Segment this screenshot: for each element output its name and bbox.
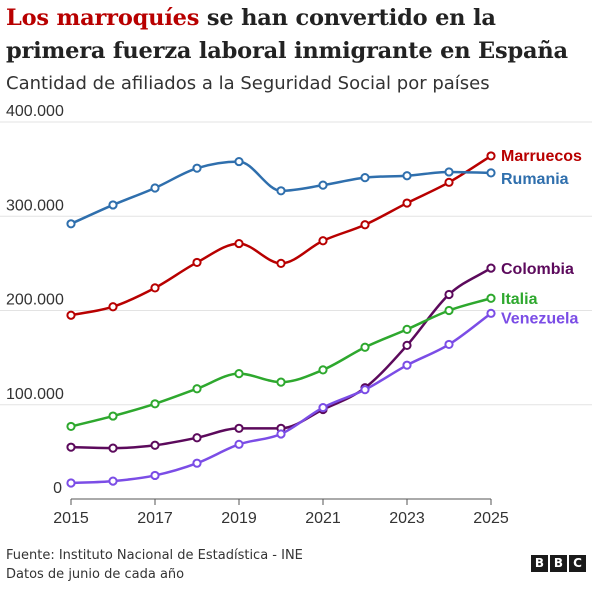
bbc-logo-letter: B [550, 555, 567, 572]
data-point [150, 399, 160, 409]
data-point [318, 236, 328, 246]
y-tick-label: 300.000 [6, 197, 64, 214]
data-point [192, 384, 202, 394]
data-point [402, 324, 412, 334]
data-point [486, 293, 496, 303]
data-point [402, 171, 412, 181]
data-point [66, 310, 76, 320]
data-point [192, 163, 202, 173]
series-label: Italia [501, 291, 538, 308]
data-point [150, 470, 160, 481]
data-point [192, 458, 202, 468]
data-point [360, 342, 370, 352]
data-point [234, 439, 244, 449]
y-tick-label: 200.000 [6, 292, 64, 309]
x-tick-label: 2015 [53, 510, 89, 527]
data-point [402, 340, 412, 350]
data-point [108, 443, 118, 453]
y-tick-label: 400.000 [6, 103, 64, 120]
data-point [192, 433, 202, 443]
title-rest: se han convertido en la primera fuerza l… [6, 5, 568, 64]
data-point [234, 423, 244, 433]
data-point [150, 440, 160, 450]
series-label: Colombia [501, 261, 574, 278]
data-point [486, 308, 496, 318]
data-point [150, 183, 160, 193]
chart-subtitle: Cantidad de afiliados a la Seguridad Soc… [6, 73, 490, 94]
data-point [444, 339, 454, 350]
series-label: Marruecos [501, 148, 582, 165]
data-point [234, 369, 244, 379]
series-line [69, 312, 493, 485]
title-accent: Los marroquíes [6, 5, 200, 31]
y-tick-label: 0 [53, 480, 62, 497]
data-point [318, 365, 328, 375]
data-point [444, 289, 454, 300]
data-point [192, 257, 202, 268]
data-point [108, 411, 118, 421]
data-point [108, 476, 118, 486]
data-point [360, 385, 370, 395]
data-point [276, 258, 286, 268]
data-point [234, 156, 244, 167]
data-note: Datos de junio de cada año [6, 567, 185, 582]
data-point [486, 151, 496, 161]
x-tick-label: 2023 [389, 510, 425, 527]
data-point [486, 168, 496, 178]
x-tick-label: 2021 [305, 510, 341, 527]
x-tick-label: 2017 [137, 510, 173, 527]
data-point [360, 173, 370, 183]
data-point [402, 360, 412, 370]
chart-footer: Fuente: Instituto Nacional de Estadístic… [6, 546, 303, 584]
data-point [318, 402, 328, 413]
data-point [276, 186, 286, 196]
line-chart: 0 100.000 200.000 300.000 400.000 2015 2017 201… [0, 103, 592, 527]
data-point [444, 177, 454, 187]
data-point [486, 263, 496, 273]
data-point [444, 305, 454, 316]
series-label: Rumania [501, 171, 569, 188]
data-point [66, 442, 76, 452]
data-point [276, 377, 286, 387]
source-note: Fuente: Instituto Nacional de Estadístic… [6, 548, 303, 563]
x-tick-label: 2019 [221, 510, 257, 527]
x-tick-label: 2025 [473, 510, 509, 527]
series-label: Venezuela [501, 310, 578, 327]
data-point [402, 198, 412, 208]
bbc-logo-letter: C [569, 555, 586, 572]
chart-title: Los marroquíes se han convertido en la p… [6, 2, 586, 68]
series-line [69, 266, 493, 450]
data-point [108, 200, 118, 210]
y-tick-label: 100.000 [6, 386, 64, 403]
bbc-logo-letter: B [531, 555, 548, 572]
data-point [318, 180, 328, 190]
data-point [66, 478, 76, 488]
data-point [360, 220, 370, 230]
bbc-logo: B B C [531, 555, 586, 572]
data-point [276, 429, 286, 439]
data-point [234, 238, 244, 249]
data-point [66, 421, 76, 432]
data-point [444, 167, 454, 177]
data-point [150, 283, 160, 293]
data-point [108, 302, 118, 312]
data-point [66, 219, 76, 229]
series-line [69, 154, 493, 317]
